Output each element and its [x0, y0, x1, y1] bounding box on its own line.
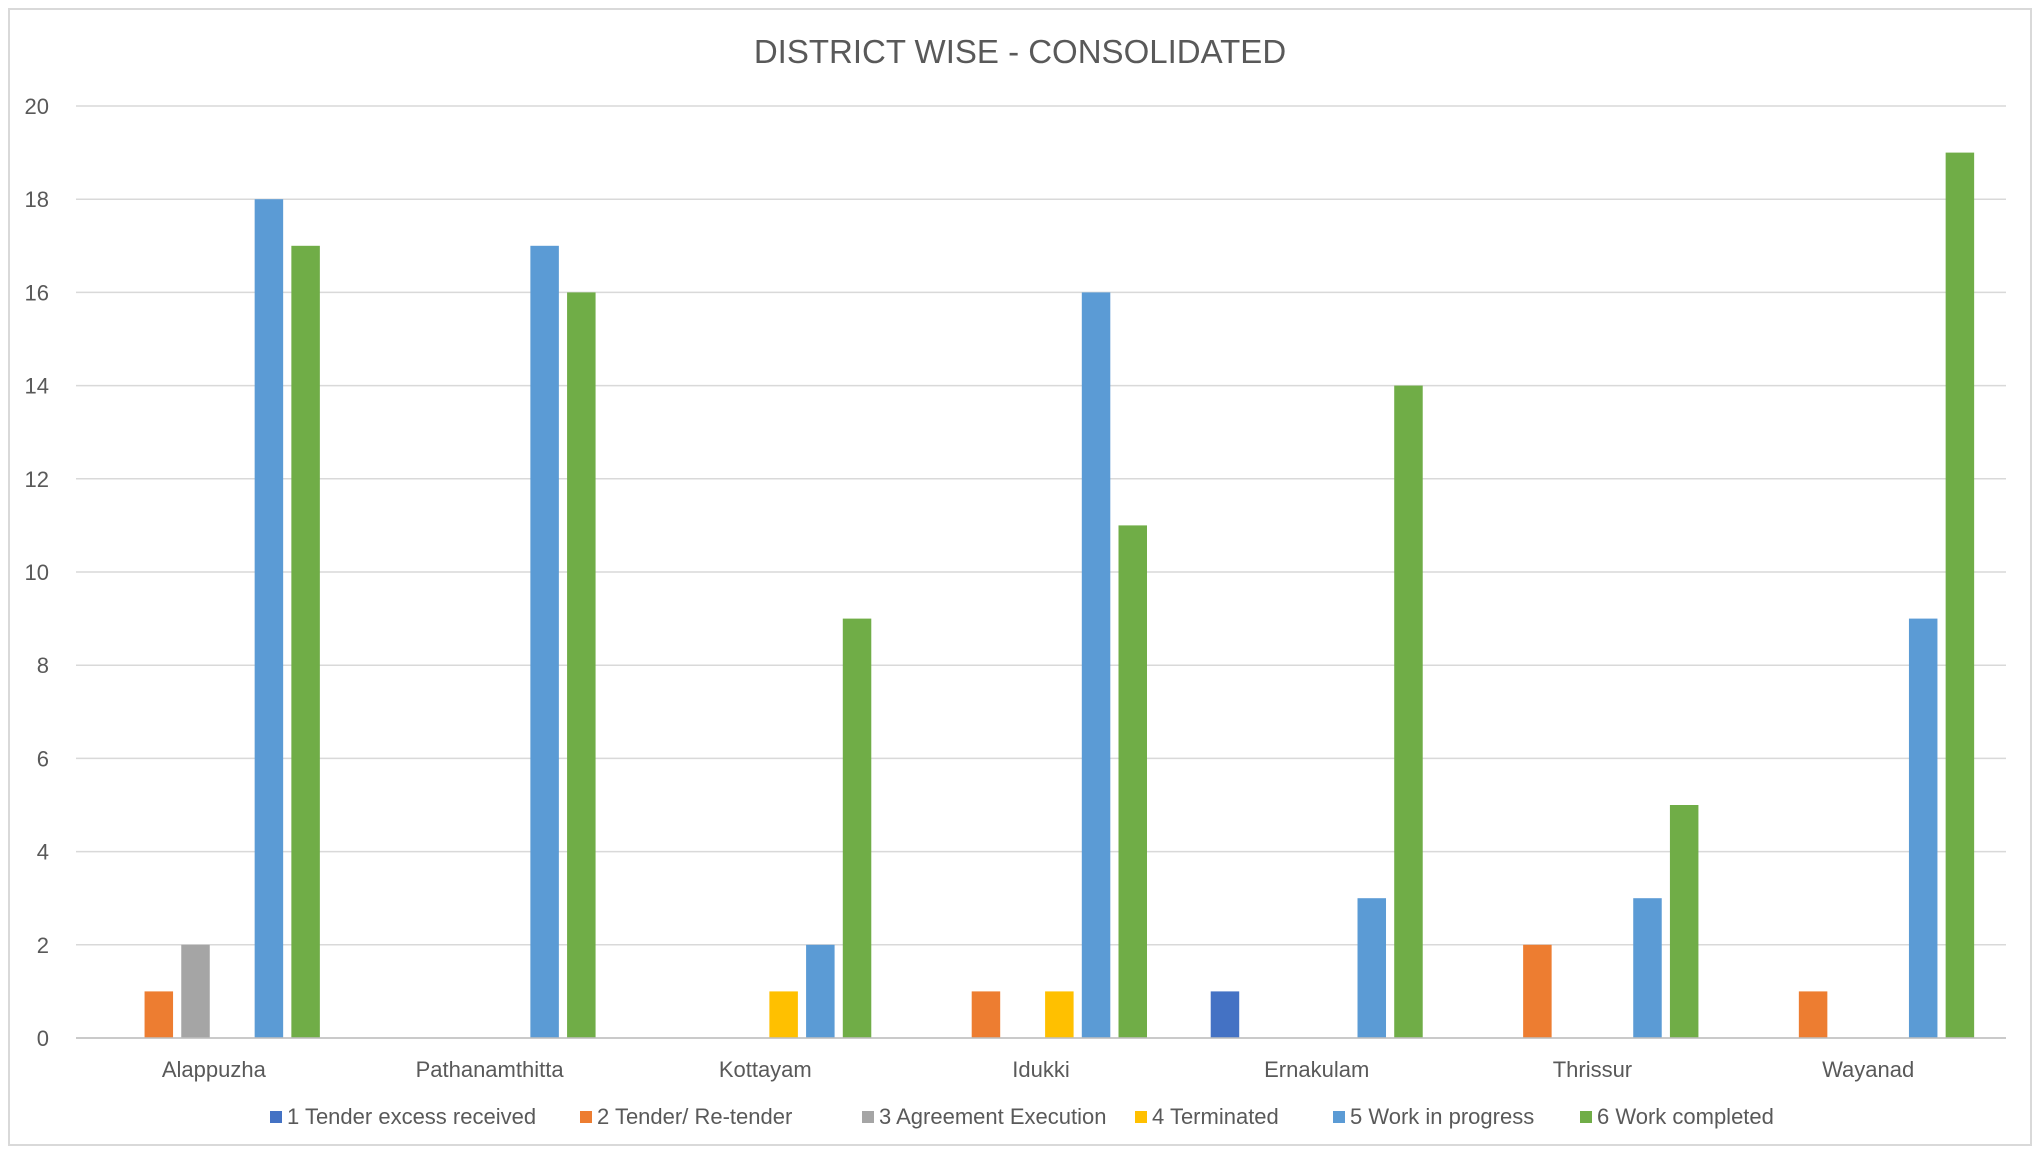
bar-series-5-ernakulam: [1357, 898, 1387, 1038]
y-tick-label: 2: [37, 933, 49, 958]
legend-item: 2 Tender/ Re-tender: [580, 1104, 792, 1129]
y-tick-label: 18: [25, 187, 49, 212]
y-tick-label: 0: [37, 1026, 49, 1051]
bar-series-2-alappuzha: [144, 991, 174, 1038]
y-tick-label: 16: [25, 280, 49, 305]
bars: [144, 152, 1975, 1039]
chart-title: DISTRICT WISE - CONSOLIDATED: [754, 33, 1286, 70]
gridlines: [76, 105, 2006, 1039]
y-tick-label: 4: [37, 840, 49, 865]
bar-series-6-ernakulam: [1394, 385, 1423, 1039]
bar-series-6-alappuzha: [291, 245, 320, 1039]
bar-series-2-wayanad: [1798, 991, 1828, 1038]
legend-label: 1 Tender excess received: [287, 1104, 536, 1129]
legend-label: 4 Terminated: [1152, 1104, 1279, 1129]
category-label: Ernakulam: [1264, 1057, 1369, 1082]
category-label: Pathanamthitta: [416, 1057, 565, 1082]
bar-series-1-ernakulam: [1210, 991, 1240, 1038]
category-labels: Alappuzha Pathanamthitta Kottayam Idukki Ern…: [162, 1057, 1914, 1082]
bar-series-5-pathanamthitta: [530, 245, 559, 1039]
bar-series-6-thrissur: [1669, 805, 1699, 1038]
bar-series-3-alappuzha: [181, 944, 210, 1038]
bar-series-5-thrissur: [1633, 898, 1662, 1038]
legend-item: 4 Terminated: [1135, 1104, 1279, 1129]
bar-series-6-wayanad: [1945, 152, 1975, 1039]
bar-series-5-wayanad: [1908, 618, 1938, 1038]
y-tick-label: 20: [25, 94, 49, 119]
bar-series-6-kottayam: [842, 618, 872, 1038]
legend-item: 1 Tender excess received: [270, 1104, 536, 1129]
y-tick-label: 12: [25, 467, 49, 492]
bar-series-6-pathanamthitta: [567, 292, 596, 1038]
legend-item: 5 Work in progress: [1333, 1104, 1534, 1129]
y-tick-label: 8: [37, 653, 49, 678]
bar-series-4-kottayam: [769, 991, 798, 1038]
y-tick-label: 6: [37, 746, 49, 771]
legend-item: 6 Work completed: [1580, 1104, 1774, 1129]
legend-swatch: [580, 1111, 592, 1123]
bar-series-5-alappuzha: [254, 199, 284, 1038]
legend-label: 2 Tender/ Re-tender: [597, 1104, 792, 1129]
bar-series-6-idukki: [1118, 525, 1147, 1038]
legend-label: 6 Work completed: [1597, 1104, 1774, 1129]
bar-series-5-idukki: [1081, 292, 1111, 1038]
bar-series-5-kottayam: [806, 944, 835, 1038]
bar-series-4-idukki: [1045, 991, 1074, 1038]
category-label: Wayanad: [1822, 1057, 1914, 1082]
category-label: Thrissur: [1553, 1057, 1632, 1082]
category-label: Idukki: [1012, 1057, 1069, 1082]
legend-swatch: [270, 1111, 282, 1123]
bar-series-2-thrissur: [1523, 944, 1552, 1038]
legend: 1 Tender excess received 2 Tender/ Re-ten…: [270, 1104, 1774, 1129]
legend-swatch: [1580, 1111, 1592, 1123]
y-tick-label: 10: [25, 560, 49, 585]
category-label: Kottayam: [719, 1057, 812, 1082]
y-tick-label: 14: [25, 374, 49, 399]
bar-series-2-idukki: [971, 991, 1001, 1038]
category-label: Alappuzha: [162, 1057, 267, 1082]
legend-swatch: [1135, 1111, 1147, 1123]
legend-item: 3 Agreement Execution: [862, 1104, 1106, 1129]
legend-swatch: [1333, 1111, 1345, 1123]
legend-swatch: [862, 1111, 874, 1123]
legend-label: 5 Work in progress: [1350, 1104, 1534, 1129]
legend-label: 3 Agreement Execution: [879, 1104, 1106, 1129]
y-axis-ticks: 0 2 4 6 8 10 12 14 16 18 20: [25, 94, 49, 1051]
